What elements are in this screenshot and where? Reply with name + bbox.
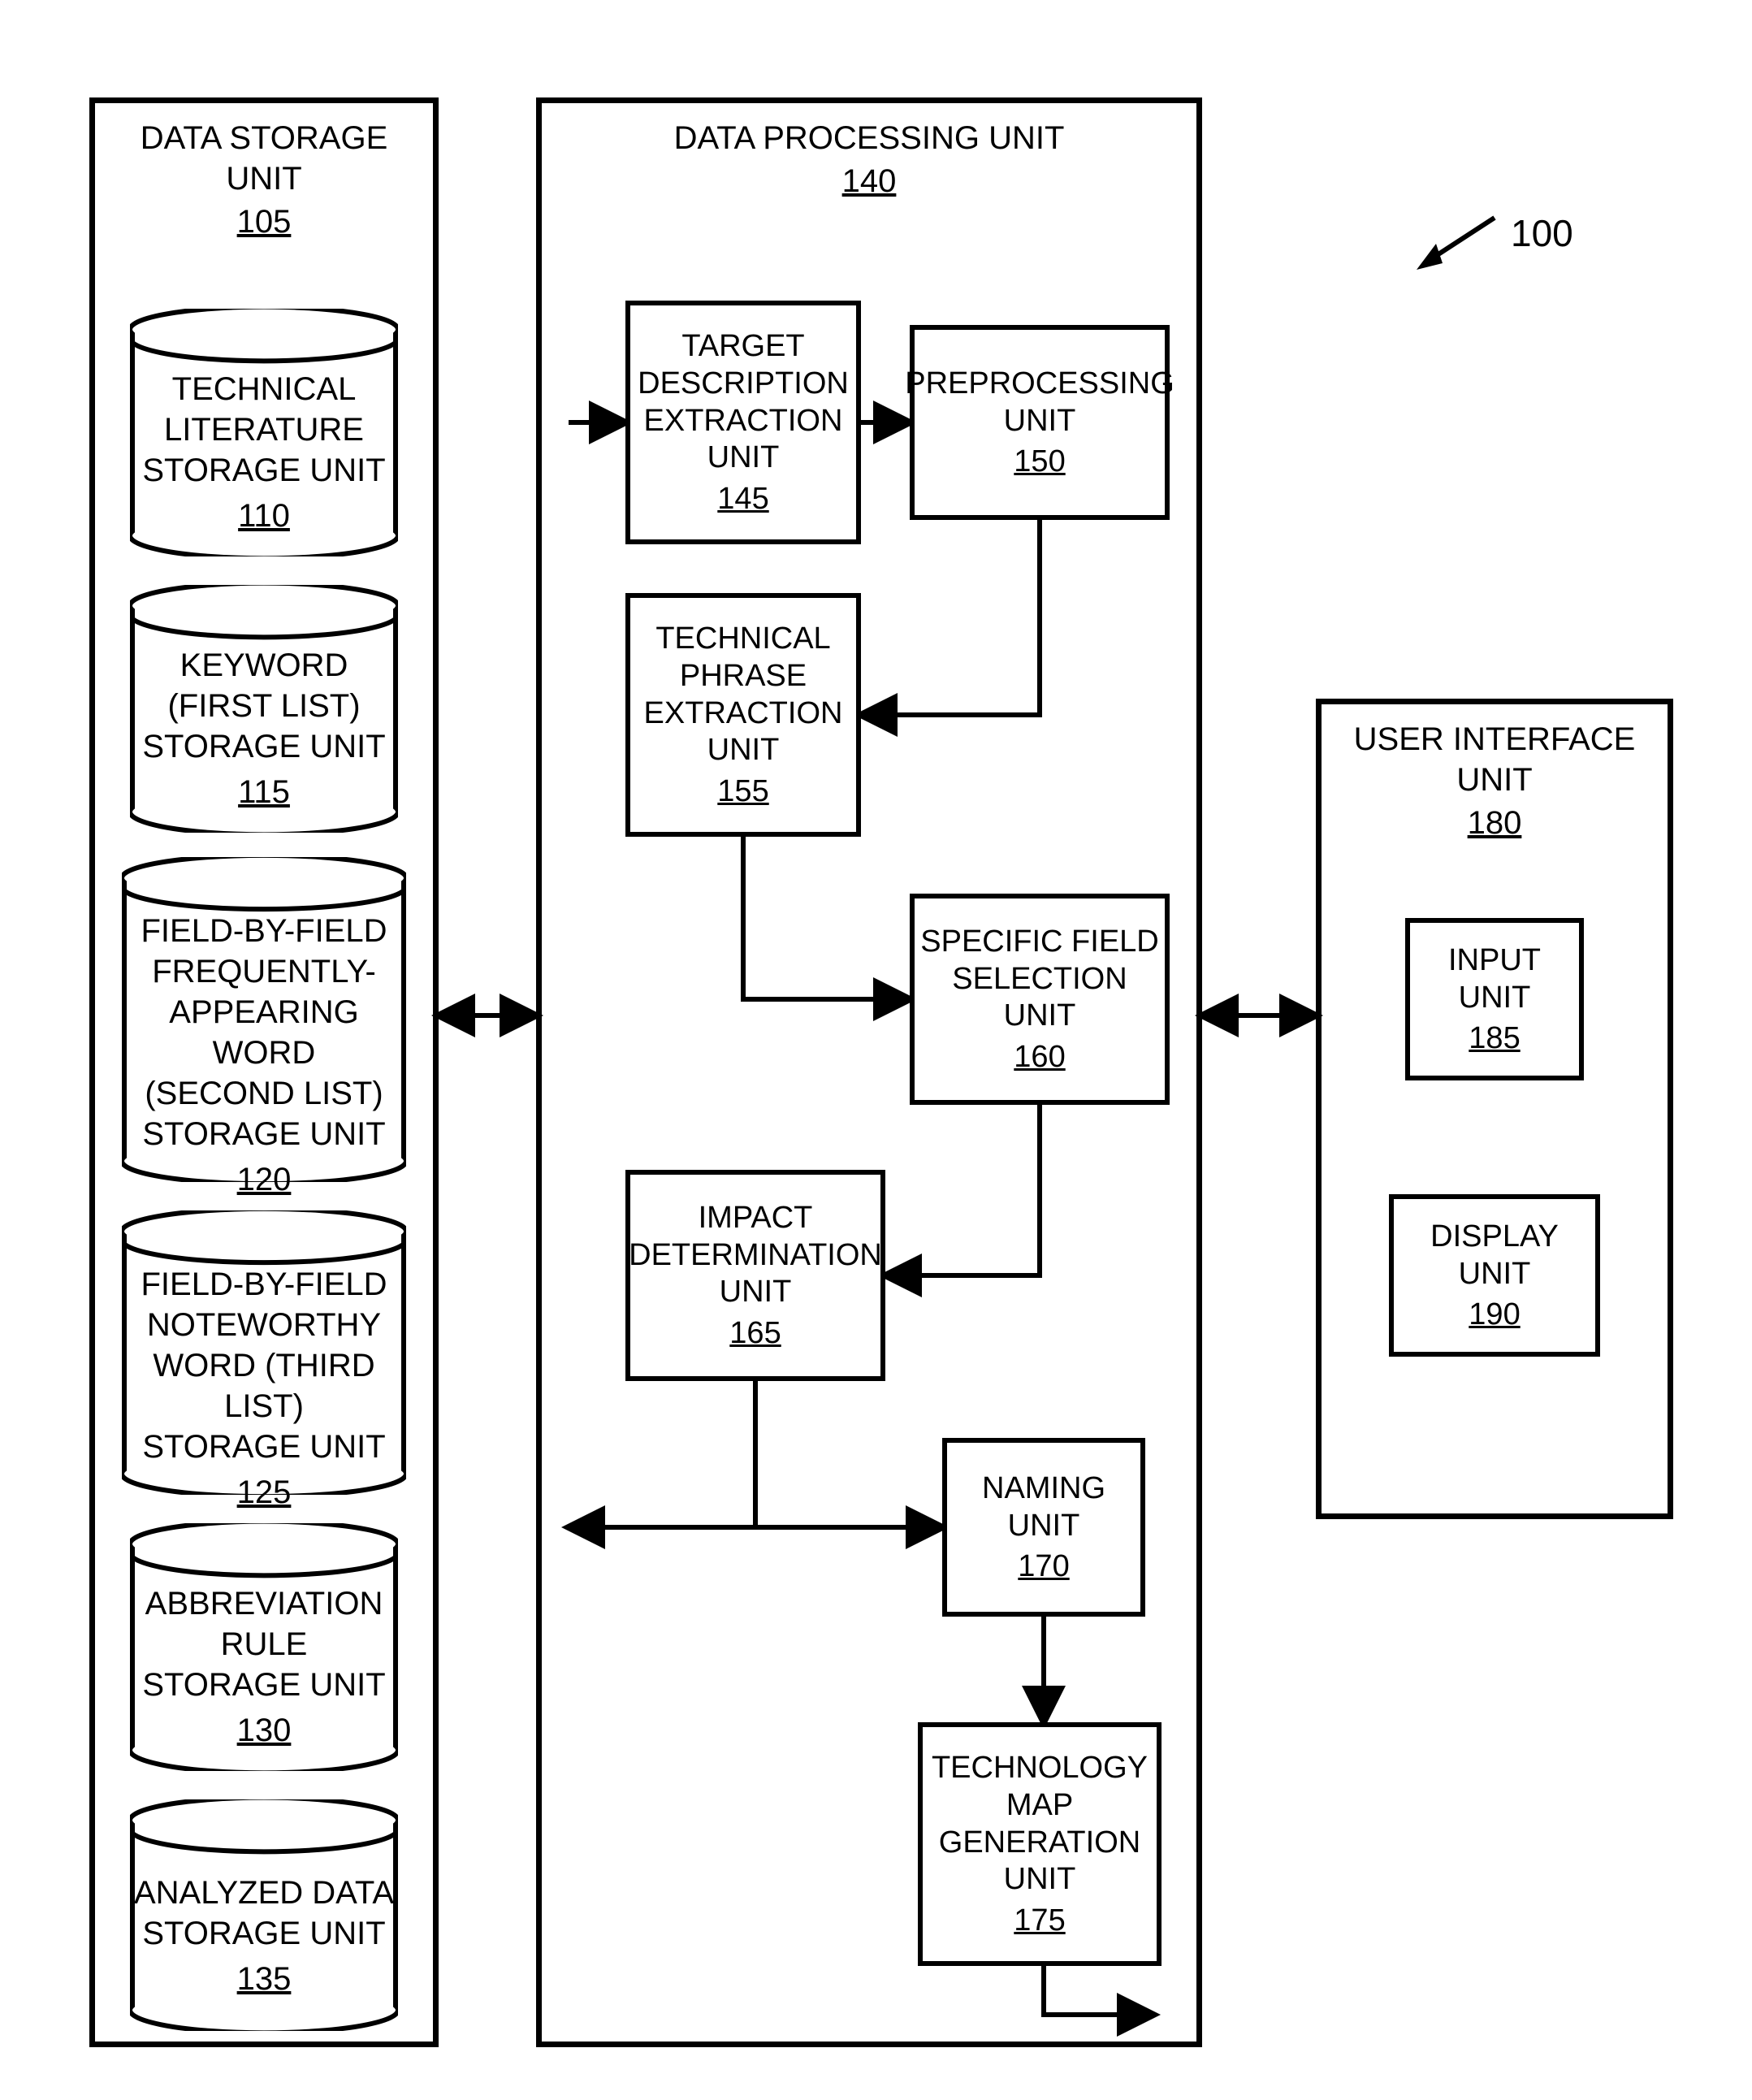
- cylinder-ref: 125: [122, 1472, 406, 1513]
- box-label: TARGET DESCRIPTION EXTRACTION UNIT: [638, 328, 849, 476]
- cylinder-ref: 115: [130, 772, 398, 812]
- box-label: TECHNICAL PHRASE EXTRACTION UNIT: [644, 621, 843, 769]
- box-ref: 145: [717, 482, 768, 517]
- connector-a2: [861, 520, 1040, 715]
- box-ref: 170: [1018, 1549, 1069, 1584]
- box-175: TECHNOLOGY MAP GENERATION UNIT 175: [918, 1722, 1162, 1966]
- box-ref: 155: [717, 774, 768, 809]
- cylinder-label: FIELD-BY-FIELD NOTEWORTHY WORD (THIRD LI…: [122, 1264, 406, 1513]
- box-label: NAMING UNIT: [982, 1470, 1105, 1544]
- box-155: TECHNICAL PHRASE EXTRACTION UNIT 155: [625, 593, 861, 837]
- cylinder-label: KEYWORD (FIRST LIST) STORAGE UNIT115: [130, 645, 398, 812]
- box-label: PREPROCESSING UNIT: [905, 366, 1174, 439]
- cylinder-label: ABBREVIATION RULE STORAGE UNIT130: [130, 1583, 398, 1751]
- box-ref: 160: [1014, 1040, 1065, 1075]
- connector-a3: [743, 837, 910, 999]
- connector-a7: [1044, 1966, 1153, 2015]
- cylinder-label: FIELD-BY-FIELD FREQUENTLY- APPEARING WOR…: [122, 911, 406, 1200]
- box-label: SPECIFIC FIELD SELECTION UNIT: [920, 924, 1159, 1035]
- cylinder-110: TECHNICAL LITERATURE STORAGE UNIT110: [130, 309, 398, 556]
- cylinder-ref: 130: [130, 1710, 398, 1751]
- box-ref: 175: [1014, 1903, 1065, 1938]
- cylinder-ref: 135: [130, 1959, 398, 1999]
- box-160: SPECIFIC FIELD SELECTION UNIT 160: [910, 894, 1170, 1105]
- box-ref: 190: [1469, 1297, 1520, 1332]
- box-label: IMPACT DETERMINATION UNIT: [629, 1200, 882, 1311]
- cylinder-125: FIELD-BY-FIELD NOTEWORTHY WORD (THIRD LI…: [122, 1210, 406, 1495]
- cylinder-115: KEYWORD (FIRST LIST) STORAGE UNIT115: [130, 585, 398, 833]
- cylinder-ref: 120: [122, 1159, 406, 1200]
- box-ref: 150: [1014, 444, 1065, 479]
- cylinder-label: TECHNICAL LITERATURE STORAGE UNIT110: [130, 369, 398, 536]
- box-165: IMPACT DETERMINATION UNIT 165: [625, 1170, 885, 1381]
- cylinder-130: ABBREVIATION RULE STORAGE UNIT130: [130, 1523, 398, 1771]
- cylinder-135: ANALYZED DATA STORAGE UNIT135: [130, 1799, 398, 2031]
- cylinder-120: FIELD-BY-FIELD FREQUENTLY- APPEARING WOR…: [122, 857, 406, 1182]
- box-label: INPUT UNIT: [1415, 942, 1574, 1016]
- box-145: TARGET DESCRIPTION EXTRACTION UNIT 145: [625, 301, 861, 544]
- box-ref: 165: [729, 1316, 781, 1351]
- cylinder-ref: 110: [130, 496, 398, 536]
- box-185: INPUT UNIT 185: [1405, 918, 1584, 1080]
- connector-a5: [755, 1381, 942, 1527]
- box-190: DISPLAY UNIT 190: [1389, 1194, 1600, 1357]
- cylinder-label: ANALYZED DATA STORAGE UNIT135: [130, 1873, 398, 1999]
- box-170: NAMING UNIT 170: [942, 1438, 1145, 1617]
- diagram-root: DATA STORAGE UNIT 105 DATA PROCESSING UN…: [0, 0, 1752, 2100]
- connector-a4: [885, 1105, 1040, 1275]
- box-150: PREPROCESSING UNIT150: [910, 325, 1170, 520]
- box-ref: 185: [1469, 1021, 1520, 1056]
- box-label: TECHNOLOGY MAP GENERATION UNIT: [932, 1750, 1148, 1898]
- box-label: DISPLAY UNIT: [1399, 1219, 1590, 1292]
